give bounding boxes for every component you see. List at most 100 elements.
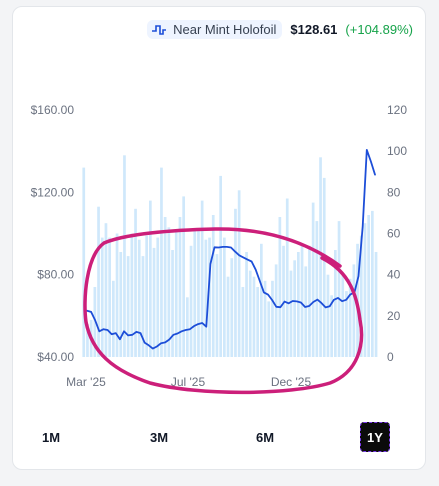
volume-bar bbox=[174, 231, 178, 357]
volume-bar bbox=[149, 200, 152, 357]
volume-bar bbox=[311, 202, 315, 357]
volume-bar bbox=[211, 215, 215, 357]
right-axis-tick-label: 60 bbox=[387, 227, 401, 241]
volume-bar bbox=[145, 235, 148, 357]
volume-bar bbox=[193, 229, 197, 357]
volume-bars bbox=[82, 155, 378, 358]
volume-bar bbox=[315, 221, 319, 357]
range-6m-button[interactable]: 6M bbox=[250, 422, 280, 452]
volume-bar bbox=[230, 258, 234, 357]
volume-bar bbox=[359, 235, 363, 357]
volume-bar bbox=[348, 278, 352, 357]
x-axis-tick-label: Mar '25 bbox=[66, 375, 106, 389]
volume-bar bbox=[119, 252, 123, 357]
volume-bar bbox=[278, 217, 282, 357]
volume-bar bbox=[330, 295, 333, 358]
line-chart-icon bbox=[151, 23, 167, 37]
volume-bar bbox=[100, 237, 104, 357]
right-axis-tick-label: 120 bbox=[387, 103, 407, 117]
volume-bar bbox=[108, 237, 111, 357]
left-axis-ticks: $40.00 $80.00 $120.00 $160.00 bbox=[31, 103, 75, 364]
volume-bar bbox=[219, 175, 222, 357]
legend-series-name: Near Mint Holofoil bbox=[173, 22, 277, 37]
volume-bar bbox=[163, 217, 167, 357]
volume-bar bbox=[308, 245, 311, 357]
volume-bar bbox=[171, 250, 174, 357]
volume-bar bbox=[260, 243, 263, 357]
left-axis-tick-label: $120.00 bbox=[31, 185, 75, 199]
volume-bar bbox=[200, 200, 204, 357]
volume-bar bbox=[256, 287, 259, 357]
volume-bar bbox=[271, 280, 274, 357]
price-line-layer bbox=[86, 149, 376, 350]
volume-bar bbox=[215, 254, 219, 357]
volume-bar bbox=[223, 237, 226, 357]
volume-bar bbox=[160, 167, 163, 357]
volume-bar bbox=[341, 274, 345, 357]
volume-bar bbox=[137, 239, 141, 357]
volume-bar bbox=[115, 233, 119, 357]
volume-bar bbox=[248, 270, 252, 357]
volume-bar bbox=[367, 215, 370, 357]
range-3m-button[interactable]: 3M bbox=[144, 422, 174, 452]
volume-bar bbox=[134, 208, 137, 357]
range-1y-button[interactable]: 1Y bbox=[360, 422, 390, 452]
volume-bar bbox=[252, 276, 256, 357]
volume-bar bbox=[326, 274, 330, 357]
volume-bar bbox=[204, 239, 208, 357]
volume-bar bbox=[352, 264, 356, 357]
chart-legend: Near Mint Holofoil $128.61 (+104.89%) bbox=[147, 20, 413, 39]
volume-bar bbox=[300, 245, 304, 357]
right-axis-tick-label: 80 bbox=[387, 185, 401, 199]
volume-bar bbox=[123, 155, 126, 357]
volume-bar bbox=[167, 227, 171, 357]
volume-bar bbox=[104, 223, 108, 357]
left-axis-tick-label: $160.00 bbox=[31, 103, 75, 117]
volume-bar bbox=[178, 217, 182, 357]
volume-bar bbox=[322, 177, 326, 357]
volume-bar bbox=[186, 297, 189, 357]
volume-bar bbox=[371, 210, 374, 357]
volume-bar bbox=[363, 223, 367, 357]
volume-bar bbox=[152, 247, 156, 357]
left-axis-tick-label: $40.00 bbox=[37, 350, 74, 364]
price-line bbox=[86, 149, 376, 350]
annotation-circle bbox=[83, 227, 364, 395]
volume-bar bbox=[126, 256, 130, 357]
volume-bar bbox=[263, 280, 267, 357]
volume-bar bbox=[334, 250, 337, 357]
time-range-selector: 1M 3M 6M 1Y bbox=[36, 422, 406, 452]
right-axis-tick-label: 0 bbox=[387, 350, 394, 364]
volume-bar bbox=[197, 229, 200, 357]
volume-bar bbox=[337, 221, 341, 357]
volume-bar bbox=[208, 237, 211, 357]
right-axis-tick-label: 20 bbox=[387, 309, 401, 323]
volume-bar bbox=[374, 252, 378, 357]
volume-bar bbox=[304, 266, 308, 357]
volume-bar bbox=[97, 206, 100, 357]
right-axis-tick-label: 100 bbox=[387, 144, 407, 158]
volume-bar bbox=[237, 190, 241, 357]
volume-bar bbox=[293, 260, 296, 357]
volume-bar bbox=[267, 301, 271, 357]
volume-bar bbox=[82, 167, 86, 357]
left-axis-tick-label: $80.00 bbox=[37, 268, 74, 282]
volume-bar bbox=[189, 245, 193, 357]
volume-bar bbox=[130, 233, 134, 357]
range-1m-button[interactable]: 1M bbox=[36, 422, 66, 452]
volume-bar bbox=[86, 324, 89, 357]
volume-bar bbox=[182, 196, 185, 357]
right-axis-ticks: 0 20 40 60 80 100 120 bbox=[387, 103, 407, 364]
legend-price: $128.61 bbox=[290, 22, 338, 37]
volume-bar bbox=[234, 208, 237, 357]
volume-bar bbox=[274, 264, 278, 357]
volume-bar bbox=[289, 270, 293, 357]
volume-bar bbox=[241, 287, 245, 357]
volume-bar bbox=[245, 252, 248, 357]
legend-change: (+104.89%) bbox=[345, 22, 413, 37]
volume-bar bbox=[156, 237, 160, 357]
volume-bar bbox=[345, 291, 348, 357]
volume-bar bbox=[285, 198, 289, 357]
volume-bar bbox=[112, 280, 115, 357]
